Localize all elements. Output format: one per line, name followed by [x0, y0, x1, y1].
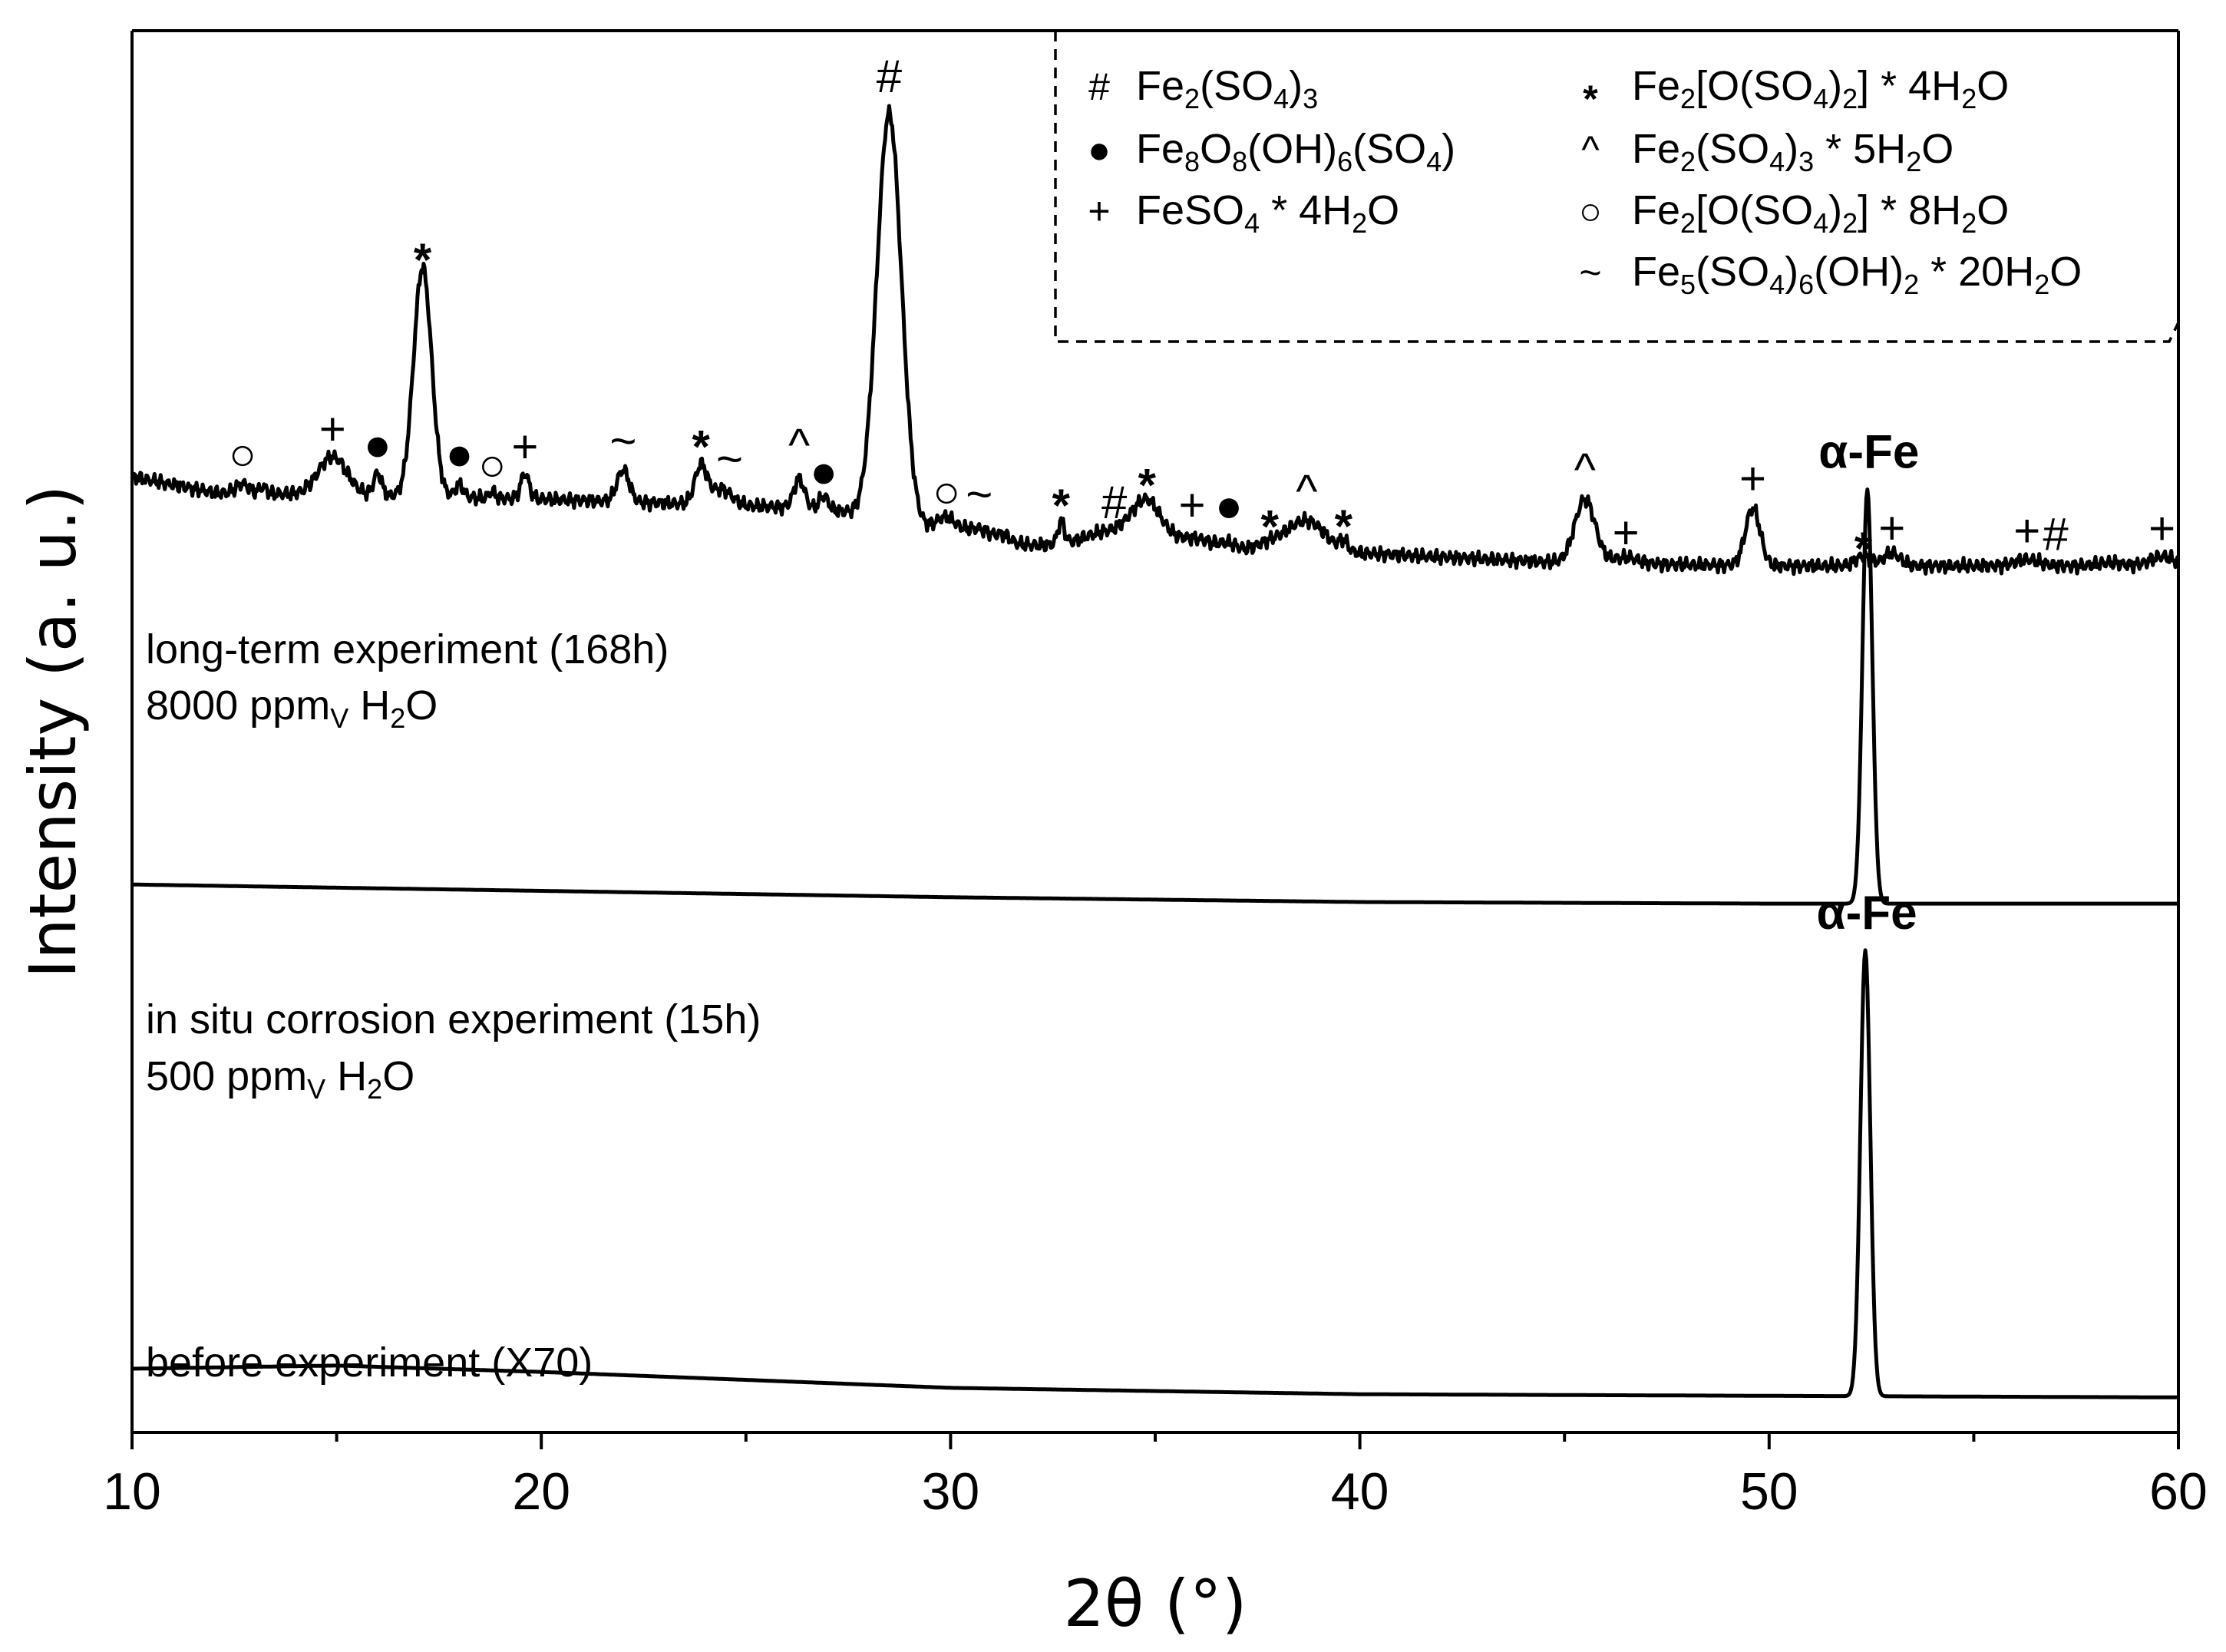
legend-label: Fe5(SO4)6(OH)2 * 20H2O: [1632, 249, 2082, 300]
y-axis-title: Intensity (a. u.): [15, 485, 91, 979]
x-tick-label: 10: [103, 1462, 161, 1521]
peak-marker: +: [2013, 505, 2040, 557]
peak-marker: +: [1613, 507, 1640, 559]
series-line-insitu: [130, 487, 2180, 906]
legend-label: Fe2[O(SO4)2] * 4H2O: [1632, 63, 2009, 114]
peak-marker: *: [1138, 460, 1157, 511]
peak-marker: ○: [478, 439, 506, 491]
x-tick-label: 20: [512, 1462, 570, 1521]
series-insitu: in situ corrosion experiment (15h) 500 pp…: [130, 426, 2180, 1105]
legend-symbol: ●: [1088, 128, 1111, 171]
alpha-fe-label: α-Fe: [1817, 887, 1917, 940]
legend-symbol: +: [1088, 190, 1110, 233]
peak-marker: +: [1878, 502, 1905, 553]
alpha-fe-label: α-Fe: [1818, 426, 1919, 479]
peak-marker: +: [511, 421, 538, 472]
peak-marker: ^: [1296, 465, 1317, 517]
peak-marker: +: [2148, 503, 2175, 554]
series-label-long: long-term experiment (168h): [146, 626, 669, 672]
legend: # Fe2(SO4)3 ● Fe8O8(OH)6(SO4) + FeSO4 * 4H2O *…: [1054, 31, 2180, 343]
legend-label: Fe2(SO4)3 * 5H2O: [1632, 126, 1954, 177]
legend-border: [1054, 31, 2180, 343]
peak-marker: ●: [445, 428, 473, 479]
legend-symbol: ^: [1581, 128, 1600, 171]
peak-marker: #: [2043, 508, 2069, 560]
legend-label: Fe2(SO4)3: [1136, 63, 1318, 114]
series-long: long-term experiment (168h) 8000 ppmV H2O…: [130, 51, 2181, 734]
legend-symbol: ○: [1579, 190, 1602, 233]
peak-marker: ●: [810, 445, 837, 497]
x-tick-label: 50: [1740, 1462, 1798, 1521]
peak-marker: +: [1739, 453, 1766, 504]
legend-label: Fe8O8(OH)6(SO4): [1136, 126, 1455, 177]
peak-marker: ●: [364, 419, 391, 471]
series-label-insitu: in situ corrosion experiment (15h): [146, 996, 761, 1042]
series-label-insitu: 500 ppmV H2O: [146, 1053, 414, 1105]
legend-symbol: #: [1088, 65, 1110, 108]
legend-symbol: ~: [1579, 251, 1601, 294]
legend-symbol: *: [1583, 78, 1598, 121]
peak-marker: ^: [788, 419, 810, 471]
peak-marker: ~: [966, 469, 992, 520]
peak-marker: ^: [1574, 444, 1596, 495]
peak-marker: *: [692, 421, 710, 472]
series-line-long: [130, 104, 2181, 577]
series-layer: long-term experiment (168h) 8000 ppmV H2O…: [130, 51, 2181, 1399]
peak-marker: #: [877, 51, 903, 102]
x-axis-ticks: 10 20 30 40 50 60: [103, 1432, 2208, 1521]
peak-marker: #: [1101, 477, 1128, 528]
peak-marker: *: [1335, 501, 1353, 552]
peak-marker: +: [1178, 479, 1205, 530]
x-tick-label: 30: [922, 1462, 980, 1521]
x-axis-title: 2θ (°): [1063, 1566, 1247, 1641]
series-line-before: [130, 948, 2180, 1399]
peak-marker: ~: [716, 434, 743, 485]
x-tick-label: 60: [2149, 1462, 2208, 1521]
legend-label: Fe2[O(SO4)2] * 8H2O: [1632, 187, 2009, 239]
plot-frame: [130, 29, 2180, 1434]
peak-marker: ●: [1215, 480, 1243, 531]
peak-marker: +: [319, 403, 346, 454]
peak-marker: *: [1052, 480, 1071, 531]
series-label-long: 8000 ppmV H2O: [146, 682, 438, 734]
series-before: before experiment (X70) α-Fe: [130, 887, 2180, 1399]
peak-marker: ~: [609, 415, 636, 467]
legend-label: FeSO4 * 4H2O: [1136, 187, 1399, 239]
peak-marker: ○: [933, 466, 960, 517]
x-tick-label: 40: [1331, 1462, 1389, 1521]
peak-marker: ○: [229, 428, 256, 480]
series-label-before: before experiment (X70): [146, 1340, 593, 1386]
peak-marker: *: [414, 234, 432, 286]
peak-marker: *: [1261, 501, 1280, 552]
